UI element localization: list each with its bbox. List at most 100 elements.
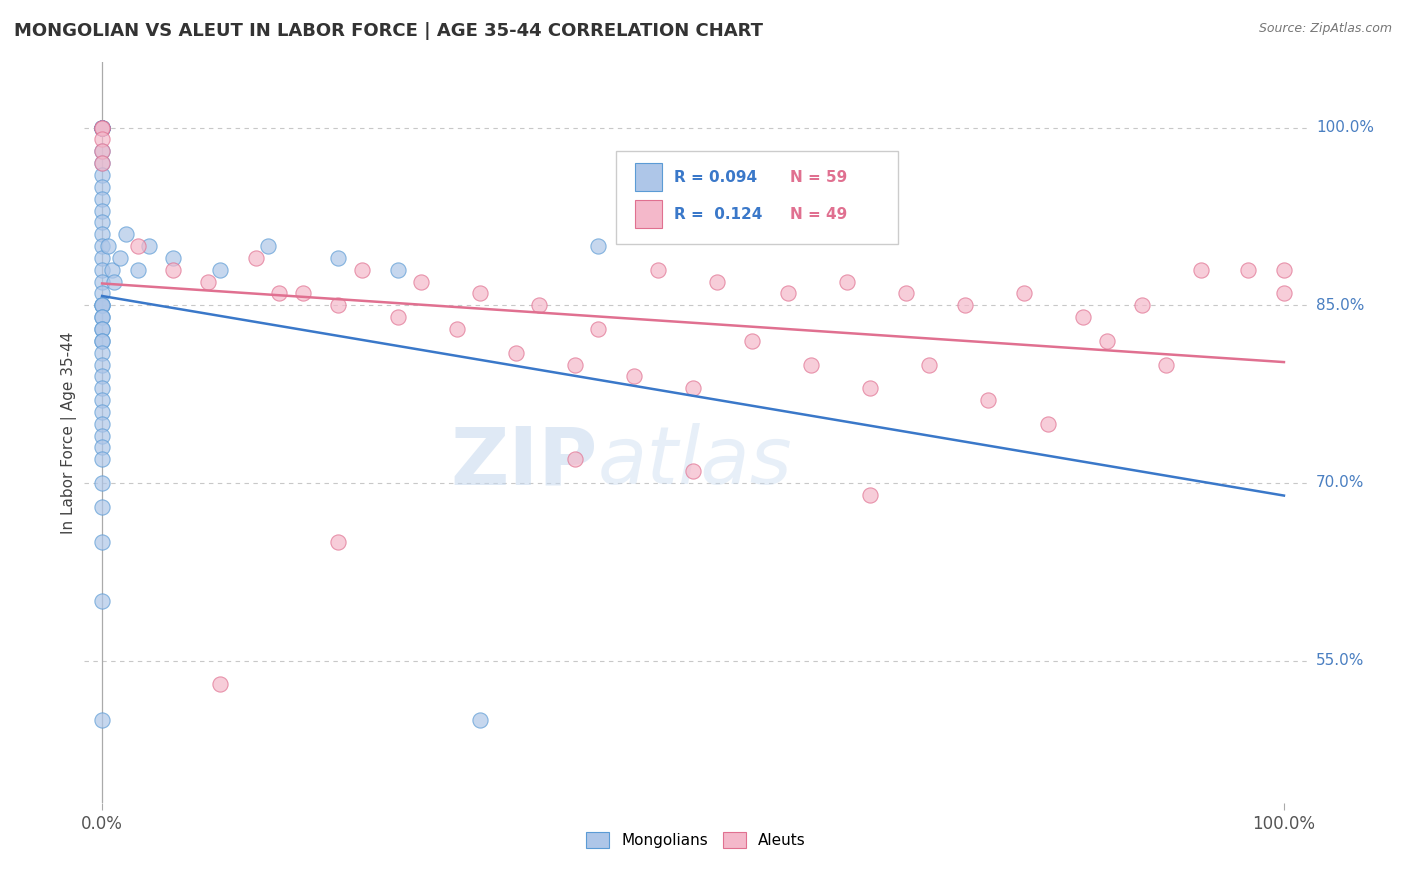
Point <box>328 535 350 549</box>
Point <box>91 405 114 419</box>
Point <box>162 262 184 277</box>
Point <box>776 286 799 301</box>
Text: Source: ZipAtlas.com: Source: ZipAtlas.com <box>1258 22 1392 36</box>
Point <box>977 392 1000 407</box>
Legend: Mongolians, Aleuts: Mongolians, Aleuts <box>579 826 813 855</box>
Point <box>1012 286 1035 301</box>
Point <box>91 535 114 549</box>
Point <box>682 381 704 395</box>
Point <box>1036 417 1059 431</box>
Point <box>328 298 350 312</box>
Point <box>91 156 114 170</box>
Text: ZIP: ZIP <box>451 423 598 501</box>
Point <box>209 262 232 277</box>
Point <box>446 322 468 336</box>
Bar <box>636 163 662 191</box>
Point <box>91 120 114 135</box>
Point <box>108 251 131 265</box>
Point <box>859 488 882 502</box>
Text: R = 0.094: R = 0.094 <box>673 169 756 185</box>
Text: 100.0%: 100.0% <box>1316 120 1374 135</box>
Point <box>91 120 114 135</box>
Point <box>588 322 610 336</box>
Point <box>127 239 149 253</box>
Point <box>91 500 114 514</box>
Point <box>91 120 114 135</box>
Point <box>91 417 114 431</box>
Point <box>894 286 917 301</box>
Point <box>91 120 114 135</box>
Point <box>91 262 114 277</box>
Point <box>91 132 114 146</box>
Point <box>529 298 551 312</box>
Point <box>387 262 409 277</box>
Point <box>91 215 114 229</box>
Point <box>91 345 114 359</box>
Bar <box>636 200 662 228</box>
Point <box>91 334 114 348</box>
Point <box>91 145 114 159</box>
Point <box>91 334 114 348</box>
Point <box>953 298 976 312</box>
Point <box>91 369 114 384</box>
Point <box>91 322 114 336</box>
Point <box>91 713 114 727</box>
Point <box>91 120 114 135</box>
Point <box>706 275 728 289</box>
Point <box>470 286 492 301</box>
Point <box>91 120 114 135</box>
Point <box>470 713 492 727</box>
Point <box>1071 310 1094 325</box>
Point <box>114 227 136 242</box>
Point <box>91 475 114 490</box>
Point <box>256 239 278 253</box>
Point <box>162 251 184 265</box>
Point <box>411 275 433 289</box>
Point <box>91 381 114 395</box>
Point <box>91 156 114 170</box>
Point <box>127 262 149 277</box>
Point <box>328 251 350 265</box>
Point <box>1130 298 1153 312</box>
Point <box>91 239 114 253</box>
Point <box>1272 286 1295 301</box>
Point <box>91 594 114 608</box>
Point <box>100 262 122 277</box>
Point <box>1095 334 1118 348</box>
Text: 70.0%: 70.0% <box>1316 475 1364 491</box>
Point <box>91 298 114 312</box>
Point <box>91 120 114 135</box>
Point <box>103 275 125 289</box>
Point <box>209 677 232 691</box>
Point <box>1237 262 1260 277</box>
Point <box>91 227 114 242</box>
Point <box>91 452 114 467</box>
Point <box>91 179 114 194</box>
Text: 55.0%: 55.0% <box>1316 653 1364 668</box>
Point <box>1154 358 1177 372</box>
Point <box>91 392 114 407</box>
Text: R =  0.124: R = 0.124 <box>673 207 762 222</box>
Point <box>91 358 114 372</box>
Point <box>387 310 409 325</box>
Point <box>918 358 941 372</box>
Point <box>588 239 610 253</box>
Y-axis label: In Labor Force | Age 35-44: In Labor Force | Age 35-44 <box>62 332 77 533</box>
Point <box>292 286 315 301</box>
Point <box>91 120 114 135</box>
Text: N = 59: N = 59 <box>790 169 848 185</box>
Point <box>564 452 586 467</box>
Point <box>97 239 120 253</box>
Point <box>800 358 823 372</box>
Point <box>91 310 114 325</box>
Point <box>352 262 374 277</box>
Text: atlas: atlas <box>598 423 793 501</box>
Point <box>647 262 669 277</box>
Point <box>1189 262 1212 277</box>
Point <box>91 145 114 159</box>
Point <box>91 275 114 289</box>
Point <box>197 275 219 289</box>
Point <box>91 203 114 218</box>
Point <box>91 310 114 325</box>
Point <box>505 345 527 359</box>
